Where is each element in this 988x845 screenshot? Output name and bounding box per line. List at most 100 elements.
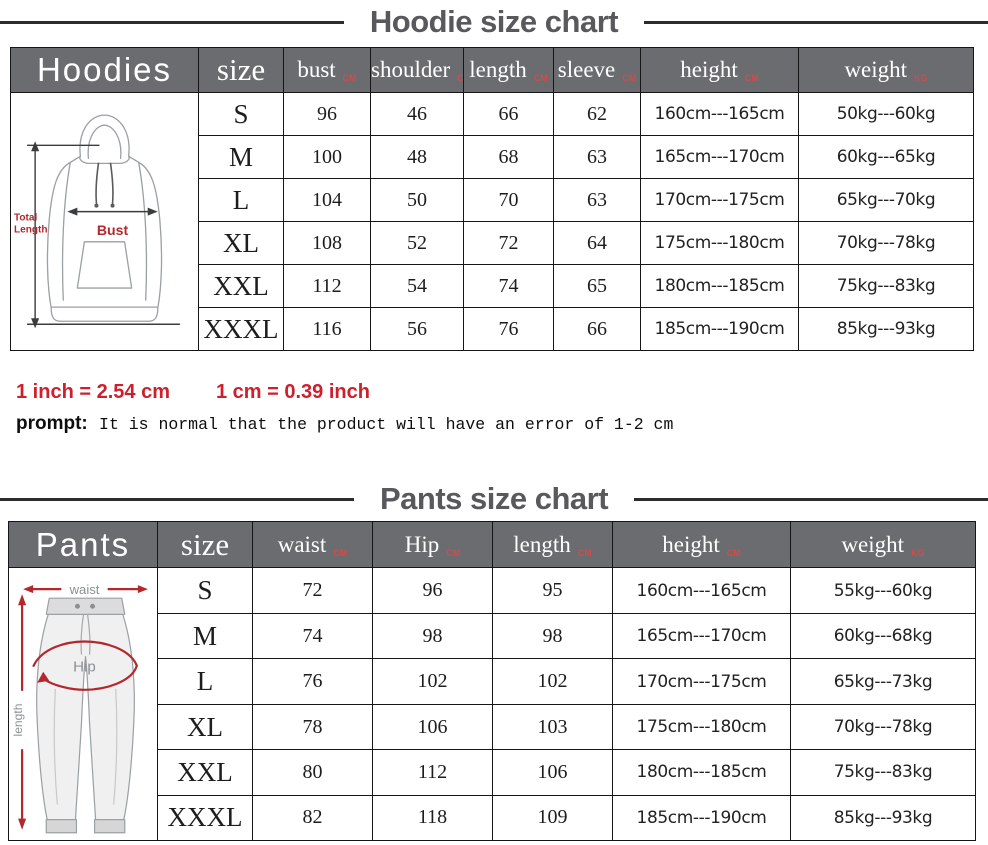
cell-sleeve: 63 <box>553 178 641 223</box>
cell-weight: 65kg---73kg <box>790 658 976 705</box>
title-rule-left <box>0 497 354 501</box>
table-row: XXXL 116 56 76 66 185cm---190cm 85kg---9… <box>11 307 974 352</box>
hoodie-section-title: Hoodie size chart <box>369 4 619 39</box>
cell-weight: 85kg---93kg <box>790 794 976 842</box>
cell-length: 66 <box>463 91 554 137</box>
hoodie-col-shoulder: shoulder CM <box>370 47 464 93</box>
cell-hip: 112 <box>372 749 493 796</box>
fabric-crease <box>53 689 58 806</box>
cell-weight: 75kg---83kg <box>798 264 974 309</box>
cell-weight: 75kg---83kg <box>790 749 976 796</box>
hoodie-body-outline <box>46 155 163 322</box>
waistband-button <box>74 604 80 610</box>
unit-badge: CM <box>622 73 637 83</box>
arrowhead <box>137 585 148 594</box>
arrowhead <box>37 672 50 684</box>
cell-bust: 100 <box>283 135 371 180</box>
pants-legs-outline <box>36 614 135 821</box>
hoodie-hood-inner <box>87 124 122 160</box>
unit-badge: CM <box>533 73 548 83</box>
table-row: XXL 112 54 74 65 180cm---185cm 75kg---83… <box>11 264 974 309</box>
pants-cuff-right <box>93 819 126 834</box>
waistband-button <box>90 604 96 610</box>
cell-height: 160cm---165cm <box>640 91 799 137</box>
cell-shoulder: 52 <box>370 221 464 266</box>
prompt-text: It is normal that the product will have … <box>99 415 674 435</box>
arrowhead <box>147 207 158 216</box>
tolerance-note: prompt: It is normal that the product wi… <box>16 413 988 435</box>
cell-size: L <box>198 178 284 223</box>
pants-size-table: Pants size waist CM Hip CM length CM height… <box>8 521 976 842</box>
cell-length: 102 <box>492 658 613 705</box>
hoodie-drawstring-right <box>109 162 114 205</box>
cell-waist: 80 <box>252 749 373 796</box>
cell-height: 175cm---180cm <box>640 221 799 266</box>
table-row: XL 78 106 103 175cm---180cm 70kg---78kg <box>9 703 976 751</box>
cell-weight: 65kg---70kg <box>798 178 974 223</box>
cell-height: 160cm---165cm <box>612 567 791 614</box>
cell-bust: 116 <box>283 307 371 352</box>
hoodie-col-weight: weight KG <box>798 47 974 93</box>
cell-sleeve: 65 <box>553 264 641 309</box>
cell-shoulder: 48 <box>370 135 464 180</box>
cell-length: 74 <box>463 264 554 309</box>
title-rule-right <box>634 497 988 501</box>
arrowhead <box>23 585 34 594</box>
hoodie-pocket <box>76 241 133 289</box>
total-length-label-line2: Length <box>14 225 47 236</box>
cell-length: 98 <box>492 612 613 660</box>
cell-size: M <box>198 135 284 180</box>
pants-col-hip: Hip CM <box>372 521 493 569</box>
col-label: sleeve <box>557 57 616 82</box>
pants-col-height: height CM <box>612 521 791 569</box>
table-row: waist Hip length S 72 96 95 160cm---165c… <box>8 567 976 842</box>
cell-height: 180cm---185cm <box>640 264 799 309</box>
unit-badge: CM <box>333 547 348 558</box>
table-row: L 104 50 70 63 170cm---175cm 65kg---70kg <box>11 178 974 223</box>
cell-shoulder: 46 <box>370 91 464 137</box>
pants-col-weight: weight KG <box>790 521 976 569</box>
cell-hip: 118 <box>372 794 493 842</box>
hoodie-diagram-cell: Total Length Bust <box>10 91 199 352</box>
drawstring-tip <box>94 203 99 208</box>
cell-hip: 98 <box>372 612 493 660</box>
cell-weight: 55kg---60kg <box>790 567 976 614</box>
cell-length: 106 <box>492 749 613 796</box>
pants-product-header: Pants <box>8 521 158 569</box>
pants-section-title: Pants size chart <box>379 481 609 517</box>
bust-label: Bust <box>97 222 129 238</box>
cell-bust: 104 <box>283 178 371 223</box>
cell-length: 72 <box>463 221 554 266</box>
unit-badge: CM <box>744 73 759 83</box>
cell-length: 70 <box>463 178 554 223</box>
col-label: height <box>680 57 738 82</box>
pants-drawstring <box>86 614 91 656</box>
notes-block: 1 inch = 2.54 cm 1 cm = 0.39 inch prompt… <box>16 381 988 435</box>
hoodie-col-sleeve: sleeve CM <box>553 47 641 93</box>
cell-bust: 108 <box>283 221 371 266</box>
cell-size: M <box>157 612 253 660</box>
pants-measurement-diagram: waist Hip length <box>11 583 148 834</box>
cell-length: 95 <box>492 567 613 614</box>
cm-to-inch-text: 1 cm = 0.39 inch <box>215 381 370 404</box>
hoodie-sleeve-seam-left <box>61 161 71 301</box>
cell-hip: 96 <box>372 567 493 614</box>
arrowhead <box>31 141 40 152</box>
unit-badge: CM <box>726 547 741 558</box>
unit-badge: CM <box>457 73 464 83</box>
cell-waist: 82 <box>252 794 373 842</box>
hoodie-col-size: size <box>198 47 284 93</box>
cell-bust: 96 <box>283 91 371 137</box>
title-rule-right <box>644 20 988 24</box>
cell-size: S <box>198 91 284 137</box>
cell-length: 76 <box>463 307 554 352</box>
cell-size: S <box>157 567 253 614</box>
cell-weight: 60kg---68kg <box>790 612 976 660</box>
hoodie-hood <box>79 114 130 165</box>
hip-loop-arrow <box>32 640 139 692</box>
cell-shoulder: 54 <box>370 264 464 309</box>
cell-hip: 106 <box>372 703 493 751</box>
pants-waistband <box>45 597 126 616</box>
